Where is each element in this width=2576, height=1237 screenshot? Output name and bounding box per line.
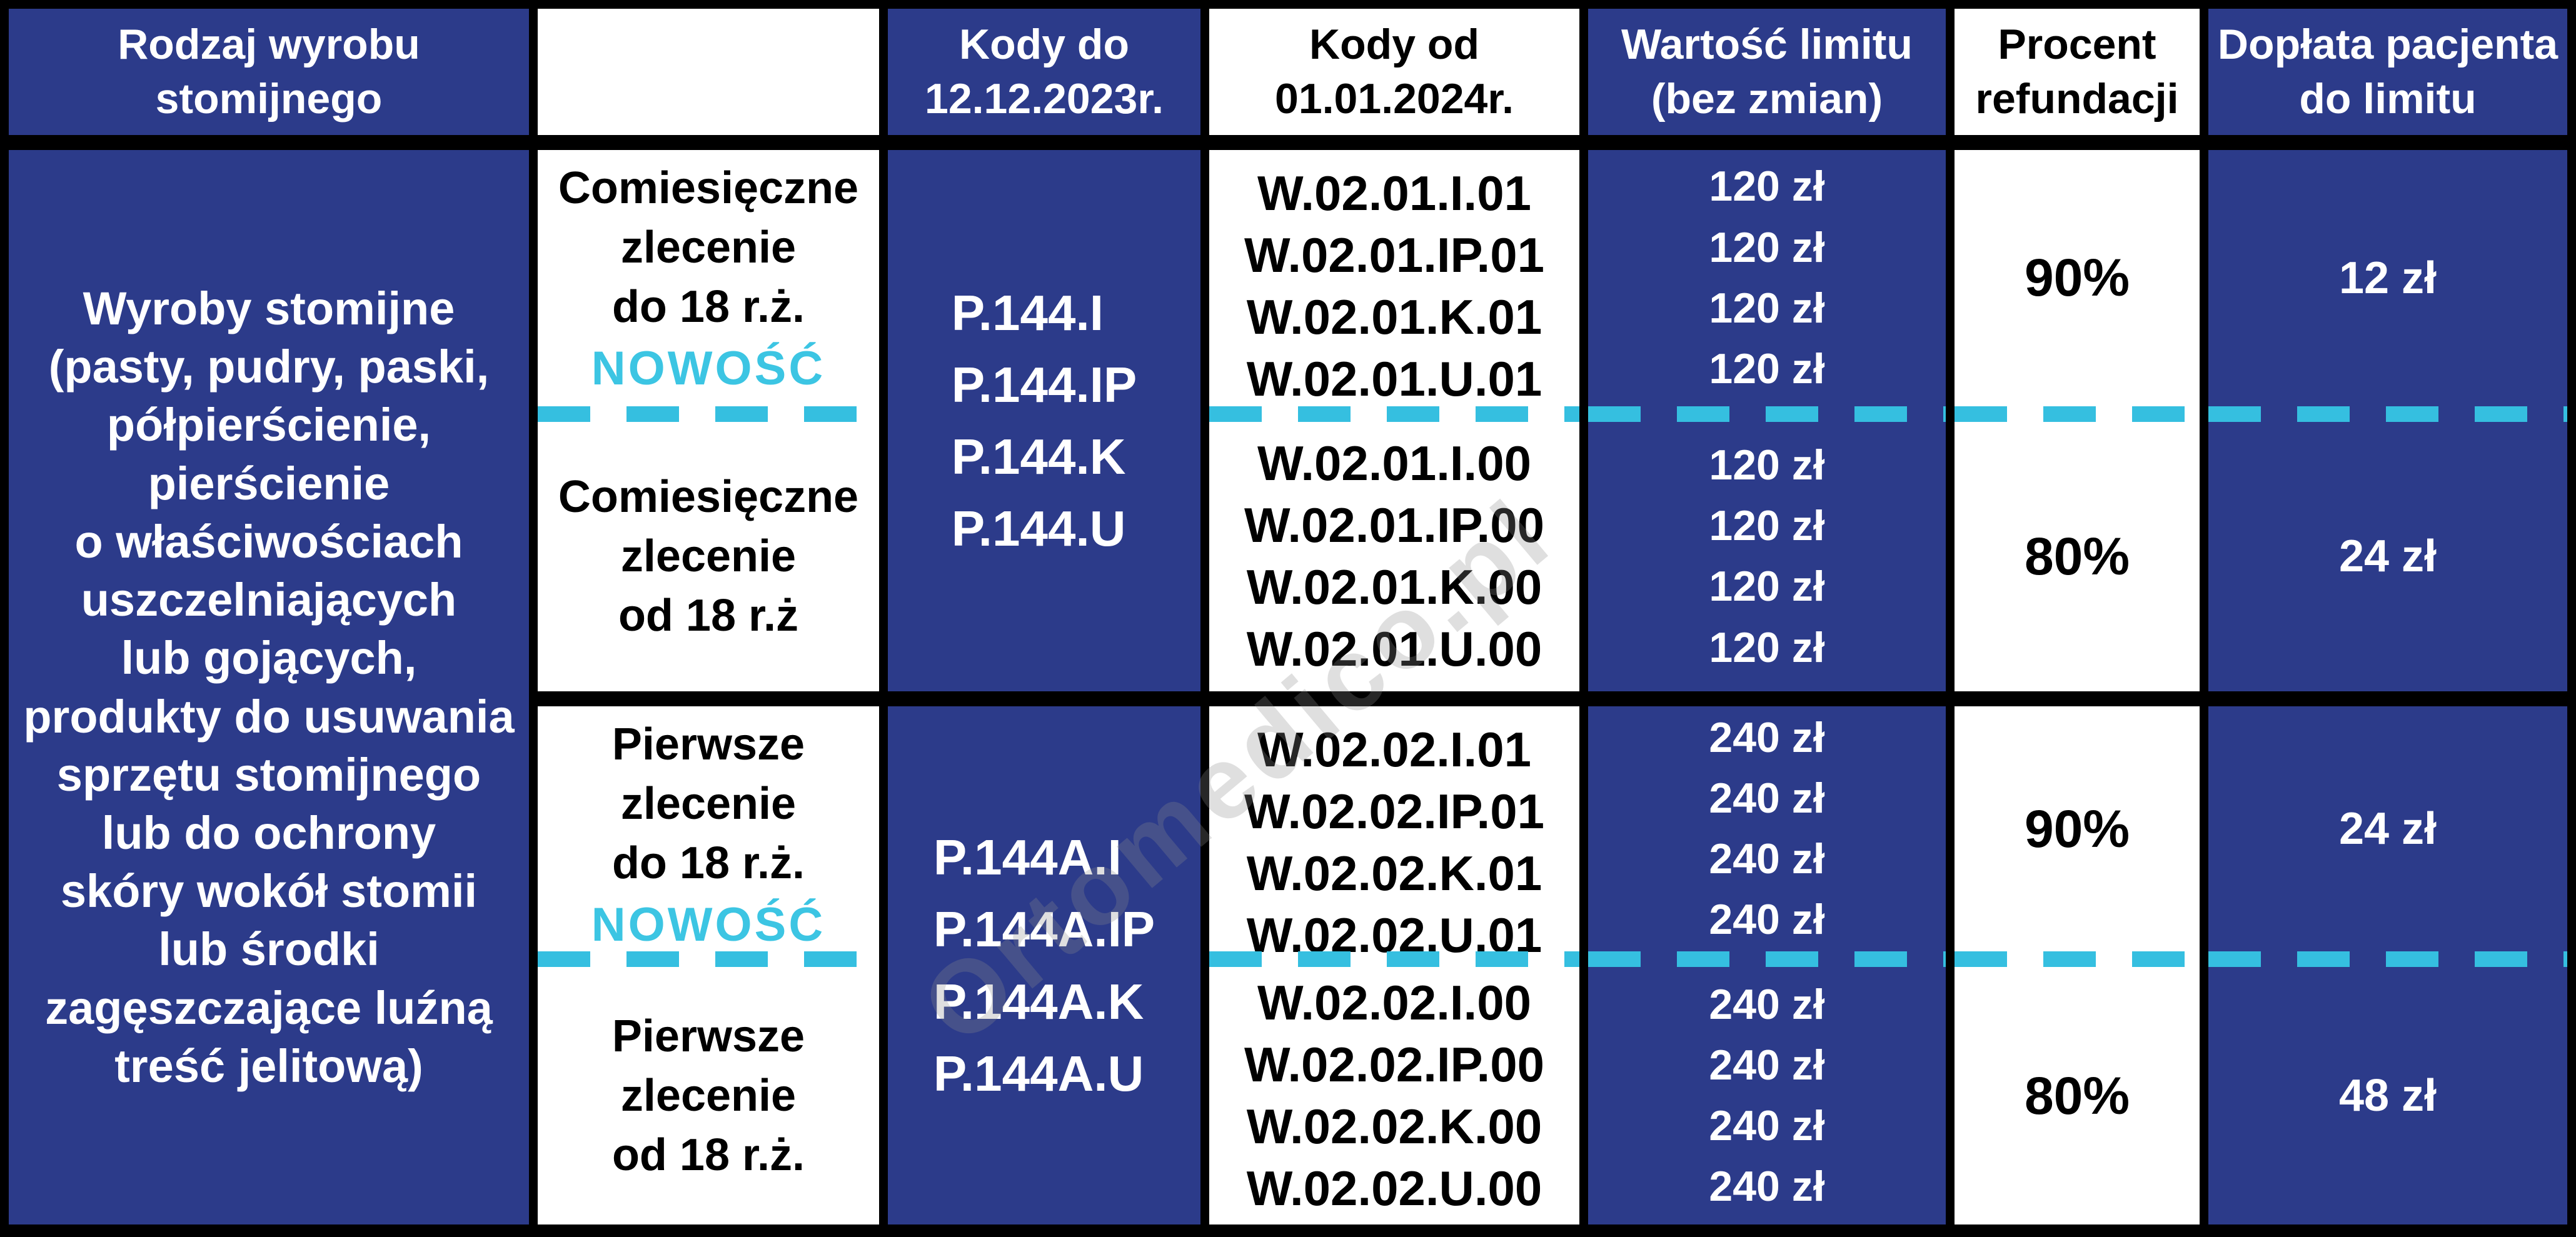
codes-new-bottom-group1: W.02.01.I.00 W.02.01.IP.00 W.02.01.K.00 … bbox=[1209, 422, 1579, 691]
nowosc-badge: NOWOŚĆ bbox=[591, 342, 826, 396]
dashed-divider bbox=[1955, 951, 2200, 968]
order-type-bottom-group2: Pierwsze zlecenie od 18 r.ż. bbox=[538, 967, 879, 1224]
limit-cell-group2: 240 zł 240 zł 240 zł 240 zł 240 zł 240 z… bbox=[1588, 706, 1946, 1224]
header-order-type-blank bbox=[538, 9, 879, 135]
limit-top-group1: 120 zł 120 zł 120 zł 120 zł bbox=[1588, 150, 1946, 406]
copay-bottom-value: 48 zł bbox=[2338, 1071, 2437, 1121]
header-patient-copay: Dopłata pacjenta do limitu bbox=[2208, 9, 2567, 135]
dashed-divider bbox=[538, 951, 879, 968]
codes-old-list: P.144A.I P.144A.IP P.144A.K P.144A.U bbox=[933, 829, 1155, 1101]
dashed-divider bbox=[1588, 406, 1946, 422]
copay-bottom-value: 24 zł bbox=[2338, 531, 2437, 582]
order-type-top-label: Comiesięczne zlecenie do 18 r.ż. bbox=[558, 163, 859, 333]
dashed-divider bbox=[538, 406, 879, 422]
percent-top-group2: 90% bbox=[1955, 706, 2200, 951]
copay-top-group1: 12 zł bbox=[2208, 150, 2567, 406]
limit-bottom-list: 120 zł 120 zł 120 zł 120 zł bbox=[1709, 441, 1825, 671]
percent-cell-group1: 90% 80% bbox=[1955, 150, 2200, 691]
percent-bottom-group2: 80% bbox=[1955, 967, 2200, 1224]
codes-new-bottom-list: W.02.02.I.00 W.02.02.IP.00 W.02.02.K.00 … bbox=[1244, 974, 1544, 1216]
order-type-top-label: Pierwsze zlecenie do 18 r.ż. bbox=[611, 719, 805, 889]
codes-new-top-group2: W.02.02.I.01 W.02.02.IP.01 W.02.02.K.01 … bbox=[1209, 706, 1579, 963]
codes-new-cell-group1: W.02.01.I.01 W.02.01.IP.01 W.02.01.K.01 … bbox=[1209, 150, 1579, 691]
codes-new-top-group1: W.02.01.I.01 W.02.01.IP.01 W.02.01.K.01 … bbox=[1209, 150, 1579, 406]
order-type-bottom-label: Pierwsze zlecenie od 18 r.ż. bbox=[611, 1011, 805, 1180]
nowosc-badge: NOWOŚĆ bbox=[591, 898, 826, 952]
copay-top-value: 12 zł bbox=[2338, 253, 2437, 303]
order-type-cell-group1: Comiesięczne zlecenie do 18 r.ż. NOWOŚĆ … bbox=[538, 150, 879, 691]
percent-top-group1: 90% bbox=[1955, 150, 2200, 406]
copay-bottom-group1: 24 zł bbox=[2208, 422, 2567, 691]
header-product-type: Rodzaj wyrobu stomijnego bbox=[9, 9, 529, 135]
percent-bottom-value: 80% bbox=[2024, 1066, 2130, 1125]
order-type-cell-group2: Pierwsze zlecenie do 18 r.ż. NOWOŚĆ Pier… bbox=[538, 706, 879, 1224]
codes-new-top-list: W.02.01.I.01 W.02.01.IP.01 W.02.01.K.01 … bbox=[1244, 166, 1544, 407]
header-codes-from: Kody od 01.01.2024r. bbox=[1209, 9, 1579, 135]
dashed-divider bbox=[1209, 951, 1579, 968]
order-type-top-group2: Pierwsze zlecenie do 18 r.ż. NOWOŚĆ bbox=[538, 706, 879, 951]
limit-top-group2: 240 zł 240 zł 240 zł 240 zł bbox=[1588, 706, 1946, 951]
copay-cell-group1: 12 zł 24 zł bbox=[2208, 150, 2567, 691]
dashed-divider bbox=[2208, 951, 2567, 968]
percent-top-value: 90% bbox=[2024, 248, 2130, 308]
percent-top-value: 90% bbox=[2024, 799, 2130, 858]
codes-old-cell-group2: P.144A.I P.144A.IP P.144A.K P.144A.U bbox=[888, 706, 1200, 1224]
limit-bottom-group2: 240 zł 240 zł 240 zł 240 zł bbox=[1588, 967, 1946, 1224]
header-refund-percent: Procent refundacji bbox=[1955, 9, 2200, 135]
limit-top-list: 120 zł 120 zł 120 zł 120 zł bbox=[1709, 163, 1825, 393]
codes-old-cell-group1: P.144.I P.144.IP P.144.K P.144.U bbox=[888, 150, 1200, 691]
percent-cell-group2: 90% 80% bbox=[1955, 706, 2200, 1224]
dashed-divider bbox=[1955, 406, 2200, 422]
percent-bottom-group1: 80% bbox=[1955, 422, 2200, 691]
product-description-cell: Wyroby stomijne (pasty, pudry, paski, pó… bbox=[9, 150, 529, 1224]
limit-bottom-list: 240 zł 240 zł 240 zł 240 zł bbox=[1709, 980, 1825, 1211]
dashed-divider bbox=[1209, 406, 1579, 422]
codes-new-cell-group2: W.02.02.I.01 W.02.02.IP.01 W.02.02.K.01 … bbox=[1209, 706, 1579, 1224]
limit-cell-group1: 120 zł 120 zł 120 zł 120 zł 120 zł 120 z… bbox=[1588, 150, 1946, 691]
copay-cell-group2: 24 zł 48 zł bbox=[2208, 706, 2567, 1224]
dashed-divider bbox=[1588, 951, 1946, 968]
copay-top-value: 24 zł bbox=[2338, 804, 2437, 854]
codes-new-bottom-group2: W.02.02.I.00 W.02.02.IP.00 W.02.02.K.00 … bbox=[1209, 967, 1579, 1224]
percent-bottom-value: 80% bbox=[2024, 526, 2130, 586]
codes-new-bottom-list: W.02.01.I.00 W.02.01.IP.00 W.02.01.K.00 … bbox=[1244, 436, 1544, 677]
order-type-bottom-label: Comiesięczne zlecenie od 18 r.ż bbox=[558, 471, 859, 641]
copay-bottom-group2: 48 zł bbox=[2208, 967, 2567, 1224]
copay-top-group2: 24 zł bbox=[2208, 706, 2567, 951]
order-type-bottom-group1: Comiesięczne zlecenie od 18 r.ż bbox=[538, 422, 879, 691]
limit-top-list: 240 zł 240 zł 240 zł 240 zł bbox=[1709, 713, 1825, 944]
codes-old-list: P.144.I P.144.IP P.144.K P.144.U bbox=[951, 284, 1137, 557]
limit-bottom-group1: 120 zł 120 zł 120 zł 120 zł bbox=[1588, 422, 1946, 691]
header-codes-until: Kody do 12.12.2023r. bbox=[888, 9, 1200, 135]
header-limit-value: Wartość limitu (bez zmian) bbox=[1588, 9, 1946, 135]
dashed-divider bbox=[2208, 406, 2567, 422]
codes-new-top-list: W.02.02.I.01 W.02.02.IP.01 W.02.02.K.01 … bbox=[1244, 722, 1544, 963]
order-type-top-group1: Comiesięczne zlecenie do 18 r.ż. NOWOŚĆ bbox=[538, 150, 879, 406]
